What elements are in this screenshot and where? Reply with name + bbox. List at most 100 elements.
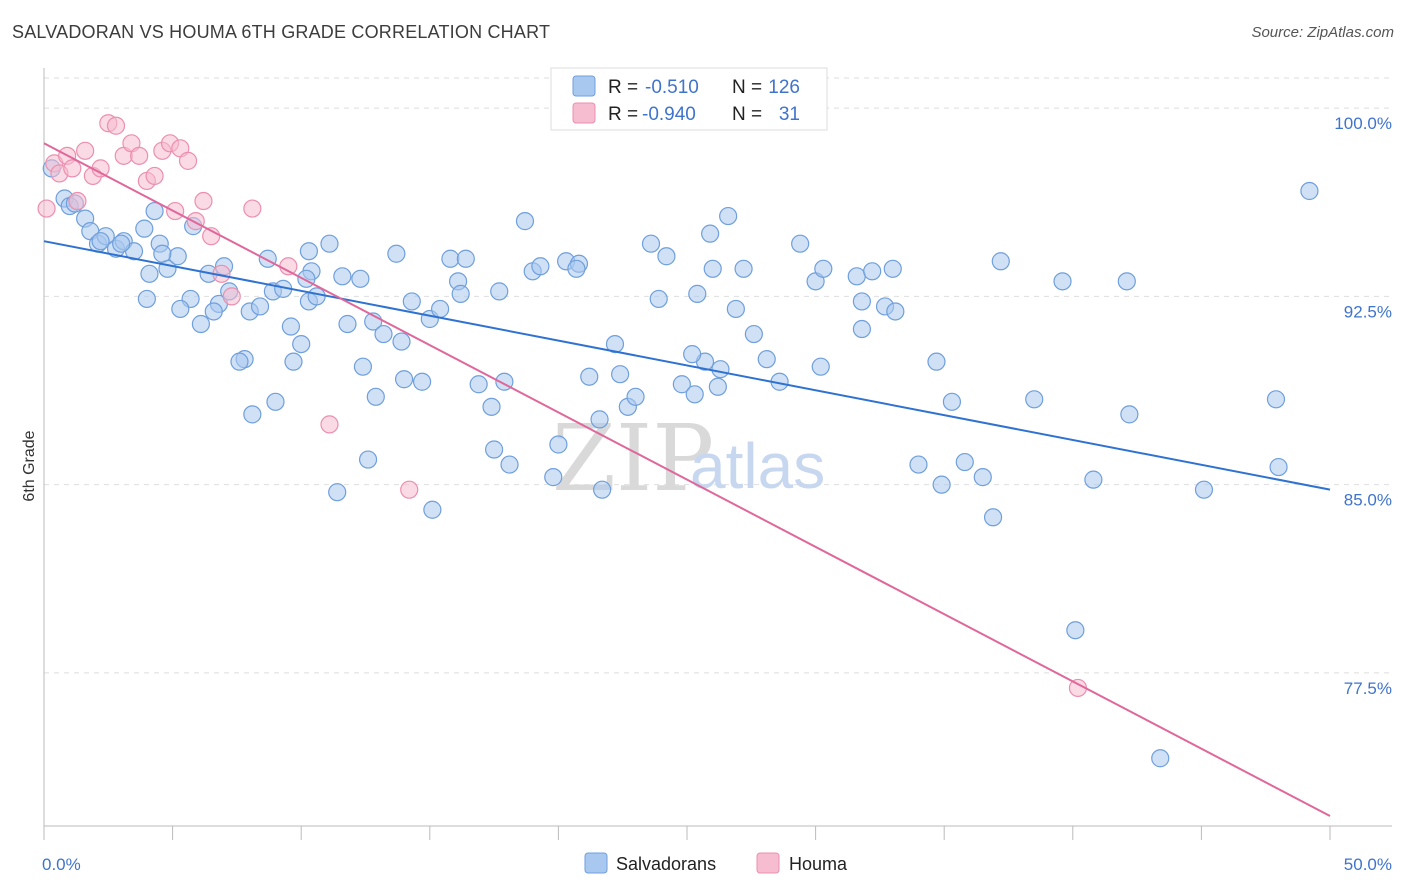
salvadorans-point [292,334,311,354]
y-tick-label: 100.0% [1334,114,1392,133]
salvadorans-point [358,450,378,469]
salvadorans-point [490,282,509,301]
salvadorans-point [485,440,504,459]
salvadorans-point [744,324,763,344]
salvadorans-point [299,242,319,261]
salvadorans-point [230,352,249,371]
salvadorans-point [726,299,745,319]
salvadorans-point [145,201,164,221]
salvadorans-point [333,267,352,286]
salvadorans-point [191,314,210,334]
trend-lines [43,142,1331,817]
legend-n-label-1: N = [732,77,762,98]
salvadorans-point [973,468,992,487]
salvadorans-point [1151,749,1170,768]
series-legend: Salvadorans Houma [584,852,848,874]
salvadorans-point [734,259,753,278]
salvadorans-point [590,410,609,429]
legend-swatch-salvadorans [572,75,596,97]
salvadorans-point [402,292,421,311]
houma-point [130,146,149,165]
y-axis-label: 6th Grade [21,430,38,501]
salvadorans-point [708,377,727,396]
salvadorans-point [531,257,550,276]
salvadorans-point [284,352,303,371]
salvadorans-point [863,262,882,281]
salvadorans-point [320,234,339,253]
salvadorans-point [412,372,432,391]
y-tick-label: 77.5% [1344,679,1392,698]
bottom-legend-houma: Houma [789,854,848,874]
salvadorans-point [168,247,187,266]
salvadorans-point [641,234,661,253]
legend-n-value-2: 31 [779,104,800,125]
houma-point [194,191,213,211]
houma-point [178,151,198,170]
salvadorans-point [942,392,962,411]
bottom-legend-salvadorans: Salvadorans [616,854,716,874]
houma-trend-line [43,142,1331,817]
legend-r-value-2: -0.940 [642,104,696,125]
salvadorans-point [392,332,411,351]
salvadorans-point [852,292,871,311]
salvadorans-point [711,360,730,379]
houma-point [186,212,205,231]
salvadorans-point [1117,272,1136,291]
salvadorans-point [1066,621,1085,640]
salvadorans-point [258,249,277,268]
salvadorans-point [1084,470,1103,489]
salvadorans-point [297,269,316,288]
salvadorans-point [593,480,612,499]
houma-point [279,257,298,276]
salvadorans-point [883,259,902,278]
salvadorans-point [847,267,866,286]
bottom-legend-swatch-houma [756,852,780,874]
legend-n-label-2: N = [732,104,762,125]
salvadorans-point [140,264,159,283]
salvadorans-point [91,232,110,251]
salvadorans-point [243,405,262,424]
salvadorans-point [351,269,370,288]
salvadorans-point [423,500,442,519]
salvadorans-point [366,387,385,406]
axes [43,68,1392,840]
salvadorans-point [171,299,190,319]
salvadorans-point [1025,390,1044,409]
salvadorans-point [456,249,475,268]
houma-point [68,191,87,211]
legend-r-value-1: -0.510 [645,77,699,98]
houma-point [63,159,82,178]
salvadorans-point [1300,181,1319,201]
salvadorans-point [580,367,599,386]
salvadorans-point [991,252,1010,271]
houma-point [76,141,95,160]
stats-legend: R = -0.510 N = 126 R = -0.940 N = 31 [550,67,828,131]
salvadorans-point [701,224,720,243]
salvadorans-point [811,357,830,376]
salvadorans-point [374,324,393,344]
salvadorans-point [791,234,810,253]
salvadorans-point [688,284,707,303]
houma-point [145,166,164,186]
salvadorans-trend-line [43,240,1331,491]
salvadorans-point [626,387,645,406]
salvadorans-point [1194,480,1214,499]
bottom-legend-swatch-salvadorans [584,852,608,874]
salvadorans-point [549,435,568,454]
salvadorans-point [611,365,630,384]
salvadorans-point [135,219,154,238]
houma-point [91,159,110,178]
salvadorans-point [469,375,488,394]
houma-point [400,480,419,499]
salvadorans-point [1266,390,1286,409]
source-label: Source: ZipAtlas.com [1251,24,1394,41]
salvadorans-point [482,397,501,416]
salvadorans-point [515,212,535,231]
legend-swatch-houma [572,102,596,124]
salvadorans-point [927,352,946,371]
salvadorans-point [649,289,668,309]
legend-n-value-1: 126 [768,77,800,98]
salvadorans-point [955,452,974,472]
salvadorans-point [685,385,704,404]
